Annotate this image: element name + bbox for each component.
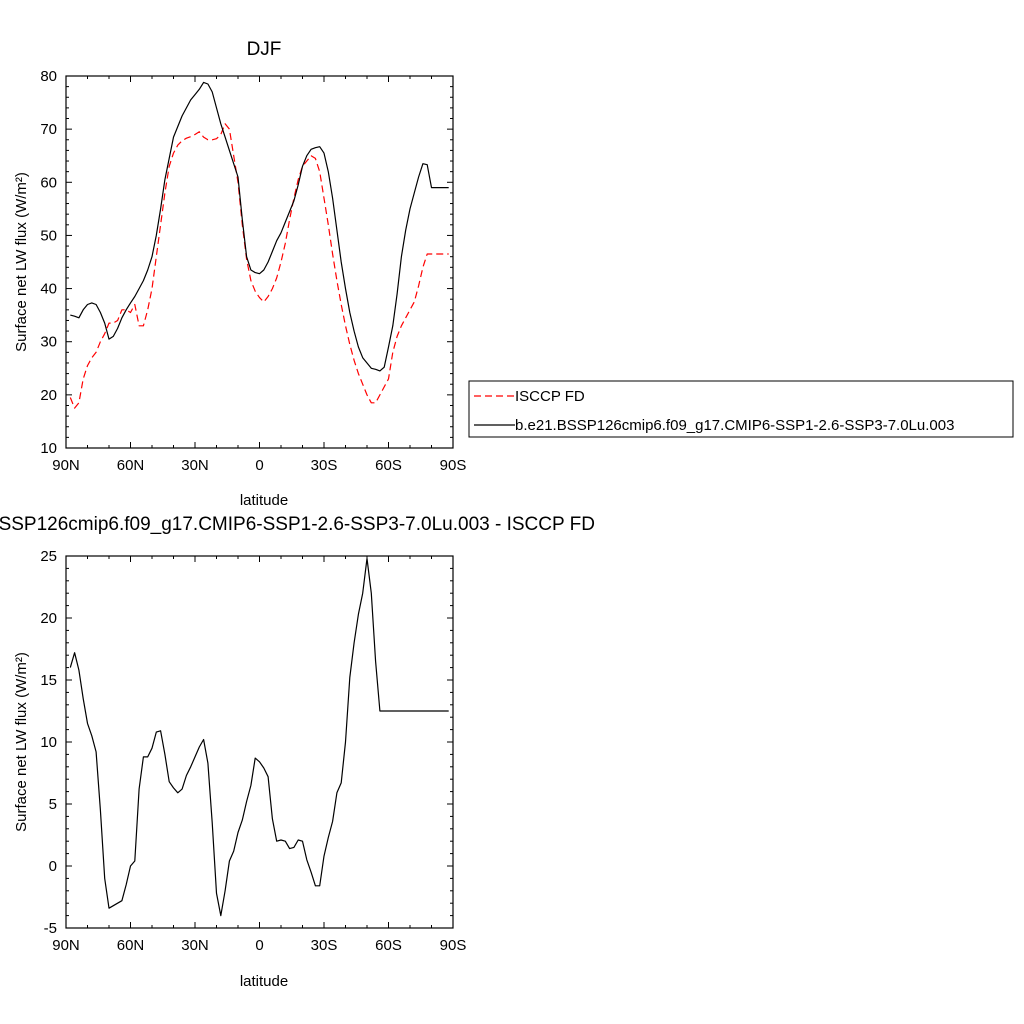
bottom-x-tick-label: 30N: [181, 937, 209, 954]
top-y-tick-label: 10: [40, 440, 57, 457]
bottom-x-tick-label: 60S: [375, 937, 402, 954]
top-plot-frame: [65, 75, 454, 449]
bottom-y-tick-label: 15: [40, 672, 57, 689]
bottom-series-layer: [69, 557, 449, 917]
bottom-x-axis-label: latitude: [240, 973, 288, 990]
bottom-y-tick-label: -5: [44, 920, 57, 937]
top-y-tick-label: 40: [40, 281, 57, 298]
top-y-tick-label: 70: [40, 121, 57, 138]
top-ticks: 90N 60N 30N 0 30S 60S 90S 10 20 30 40 50 60 70 80: [40, 68, 466, 474]
bottom-series-line-model: [69, 557, 449, 917]
top-y-axis-label: Surface net LW flux (W/m²): [13, 172, 30, 352]
bottom-x-tick-label: 0: [255, 937, 263, 954]
bottom-x-tick-label: 90S: [440, 937, 467, 954]
top-x-axis-label: latitude: [240, 492, 288, 509]
bottom-y-axis-label: Surface net LW flux (W/m²): [13, 652, 30, 832]
top-x-tick-label: 90S: [440, 457, 467, 474]
bottom-y-tick-label: 0: [49, 858, 57, 875]
bottom-x-tick-label: 60N: [117, 937, 145, 954]
bottom-y-tick-label: 5: [49, 796, 57, 813]
legend-label-isccp: ISCCP FD: [515, 388, 585, 405]
top-series-layer: [69, 81, 449, 409]
bottom-chart-title: b.e21.BSSP126cmip6.f09_g17.CMIP6-SSP1-2.…: [0, 514, 595, 535]
bottom-panel: b.e21.BSSP126cmip6.f09_g17.CMIP6-SSP1-2.…: [0, 514, 595, 990]
top-y-tick-label: 30: [40, 334, 57, 351]
bottom-plot-frame: [65, 555, 454, 929]
top-panel: DJF 90N 60N 30N 0 30S 60S 90S1020304050607080 …: [13, 39, 466, 509]
bottom-y-tick-label: 10: [40, 734, 57, 751]
top-y-tick-label: 60: [40, 174, 57, 191]
top-y-tick-label: 20: [40, 387, 57, 404]
top-x-tick-label: 0: [255, 457, 263, 474]
bottom-ticks: 90N 60N 30N 0 30S 60S 90S -5 0 5 10 15 20 25: [40, 548, 466, 954]
top-series-line-isccp: [69, 123, 449, 409]
legend: ISCCP FD b.e21.BSSP126cmip6.f09_g17.CMIP…: [468, 380, 1014, 438]
bottom-x-tick-label: 90N: [52, 937, 80, 954]
top-x-tick-label: 30N: [181, 457, 209, 474]
legend-label-model: b.e21.BSSP126cmip6.f09_g17.CMIP6-SSP1-2.…: [515, 417, 954, 434]
top-x-tick-label: 30S: [311, 457, 338, 474]
legend-frame: [468, 380, 1014, 438]
bottom-y-tick-label: 20: [40, 610, 57, 627]
bottom-x-tick-label: 30S: [311, 937, 338, 954]
top-y-tick-label: 80: [40, 68, 57, 85]
top-x-tick-label: 90N: [52, 457, 80, 474]
top-x-tick-label: 60S: [375, 457, 402, 474]
bottom-y-tick-label: 25: [40, 548, 57, 565]
top-x-tick-label: 60N: [117, 457, 145, 474]
top-series-line-model: [70, 81, 449, 372]
top-chart-title: DJF: [247, 39, 282, 60]
top-y-tick-label: 50: [40, 227, 57, 244]
